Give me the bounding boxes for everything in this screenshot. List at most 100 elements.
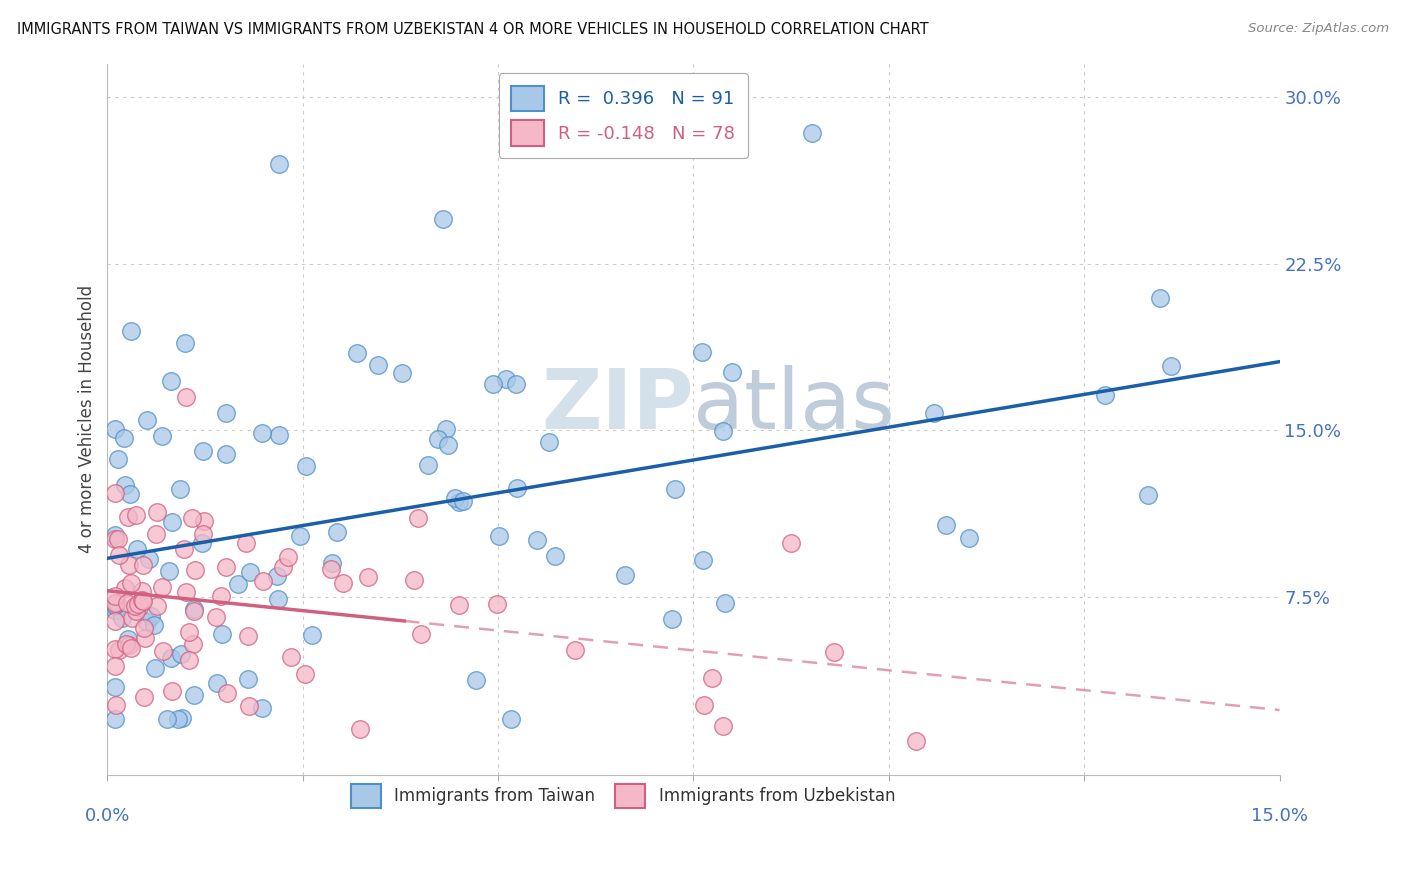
Point [319, 561, 342, 575]
Point [288, 529, 311, 543]
Point [104, 712, 127, 726]
Point [252, 574, 274, 588]
Point [135, 615, 157, 629]
Text: ZIP: ZIP [541, 365, 693, 446]
Point [131, 593, 153, 607]
Point [391, 366, 413, 380]
Point [538, 434, 561, 449]
Point [138, 552, 160, 566]
Point [145, 527, 167, 541]
Point [495, 372, 517, 386]
Point [117, 509, 139, 524]
Point [181, 637, 204, 651]
Point [104, 596, 127, 610]
Point [215, 686, 238, 700]
Point [128, 599, 150, 614]
Point [112, 431, 135, 445]
Point [526, 533, 548, 548]
Point [418, 458, 440, 472]
Point [136, 413, 159, 427]
Point [104, 485, 127, 500]
Point [465, 673, 488, 688]
Point [277, 549, 299, 564]
Point [134, 690, 156, 704]
Point [271, 560, 294, 574]
Point [104, 422, 127, 436]
Point [104, 589, 127, 603]
Point [190, 535, 212, 549]
Point [132, 622, 155, 636]
Point [177, 624, 200, 639]
Point [346, 345, 368, 359]
Point [295, 458, 318, 473]
Point [104, 603, 127, 617]
Point [451, 494, 474, 508]
Point [104, 642, 127, 657]
Text: Source: ZipAtlas.com: Source: ZipAtlas.com [1249, 22, 1389, 36]
Point [444, 491, 467, 505]
Point [711, 424, 734, 438]
Point [349, 722, 371, 736]
Point [1137, 488, 1160, 502]
Text: 0.0%: 0.0% [84, 806, 131, 824]
Point [117, 596, 139, 610]
Point [156, 712, 179, 726]
Point [174, 336, 197, 351]
Point [191, 527, 214, 541]
Point [125, 604, 148, 618]
Point [301, 628, 323, 642]
Point [174, 585, 197, 599]
Point [107, 451, 129, 466]
Point [294, 666, 316, 681]
Point [215, 560, 238, 574]
Point [184, 563, 207, 577]
Point [159, 374, 181, 388]
Point [134, 631, 156, 645]
Point [711, 719, 734, 733]
Point [506, 481, 529, 495]
Point [564, 642, 586, 657]
Point [160, 684, 183, 698]
Point [614, 567, 637, 582]
Point [215, 447, 238, 461]
Point [664, 483, 686, 497]
Point [357, 569, 380, 583]
Point [693, 698, 716, 712]
Point [426, 432, 449, 446]
Point [114, 581, 136, 595]
Legend: Immigrants from Taiwan, Immigrants from Uzbekistan: Immigrants from Taiwan, Immigrants from … [343, 776, 904, 816]
Point [104, 614, 127, 628]
Text: atlas: atlas [693, 365, 896, 446]
Point [692, 552, 714, 566]
Point [488, 528, 510, 542]
Point [183, 688, 205, 702]
Point [922, 406, 945, 420]
Point [160, 650, 183, 665]
Point [215, 406, 238, 420]
Point [280, 650, 302, 665]
Point [321, 556, 343, 570]
Point [250, 701, 273, 715]
Point [104, 599, 127, 614]
Point [117, 632, 139, 646]
Point [332, 575, 354, 590]
Point [150, 429, 173, 443]
Point [105, 698, 128, 712]
Point [114, 478, 136, 492]
Point [501, 712, 523, 726]
Point [125, 508, 148, 523]
Point [104, 599, 127, 613]
Point [143, 661, 166, 675]
Point [266, 569, 288, 583]
Point [1094, 388, 1116, 402]
Point [166, 712, 188, 726]
Point [174, 390, 197, 404]
Point [150, 580, 173, 594]
Text: 15.0%: 15.0% [1251, 806, 1308, 824]
Point [107, 532, 129, 546]
Point [367, 358, 389, 372]
Point [236, 629, 259, 643]
Point [160, 516, 183, 530]
Point [661, 612, 683, 626]
Text: IMMIGRANTS FROM TAIWAN VS IMMIGRANTS FROM UZBEKISTAN 4 OR MORE VEHICLES IN HOUSE: IMMIGRANTS FROM TAIWAN VS IMMIGRANTS FRO… [17, 22, 928, 37]
